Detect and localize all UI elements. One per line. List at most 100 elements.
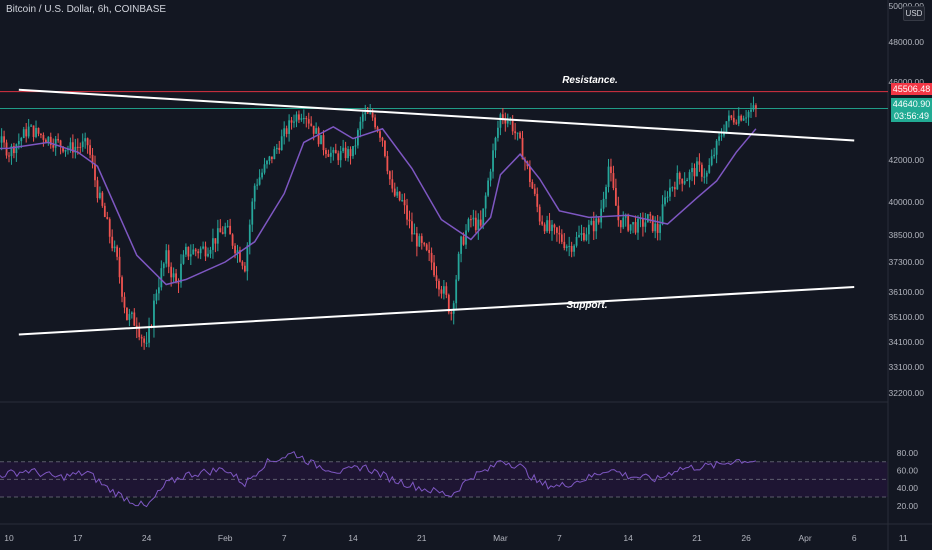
candle-58 xyxy=(81,133,84,152)
candle-261 xyxy=(580,224,583,242)
candle-211 xyxy=(457,251,460,282)
candle-body xyxy=(558,232,561,235)
candle-270 xyxy=(602,191,605,213)
candle-body xyxy=(49,136,52,146)
candle-30 xyxy=(13,142,15,159)
candle-63 xyxy=(94,155,96,188)
candle-body xyxy=(165,250,168,264)
candle-191 xyxy=(408,210,411,229)
candle-body xyxy=(634,222,637,233)
candle-body xyxy=(691,168,693,173)
candle-body xyxy=(17,141,20,145)
candle-body xyxy=(742,118,745,121)
candle-57 xyxy=(79,142,82,154)
candle-body xyxy=(452,303,455,314)
candle-body xyxy=(651,215,654,232)
candles-group xyxy=(0,96,757,350)
candle-199 xyxy=(428,241,431,262)
candle-253 xyxy=(560,229,563,245)
candle-304 xyxy=(686,177,689,182)
candle-body xyxy=(229,225,232,235)
candle-48 xyxy=(57,133,60,143)
candle-186 xyxy=(396,186,399,199)
candle-body xyxy=(89,145,91,155)
rsi-line xyxy=(0,451,757,508)
candle-138 xyxy=(278,140,281,154)
candle-body xyxy=(413,233,416,235)
currency-button[interactable]: USD xyxy=(903,6,925,21)
candle-328 xyxy=(745,109,747,124)
candle-body xyxy=(121,277,123,297)
candle-149 xyxy=(305,115,308,128)
candle-body xyxy=(627,215,630,231)
candle-39 xyxy=(35,120,37,139)
candle-body xyxy=(263,164,266,173)
price-tick-label: 38500.00 xyxy=(889,230,925,240)
candle-288 xyxy=(646,213,649,223)
last-price-value: 44640.90 xyxy=(892,99,931,109)
candle-184 xyxy=(391,170,394,193)
candle-76 xyxy=(126,307,128,321)
candle-body xyxy=(8,155,10,157)
candle-body xyxy=(273,149,276,160)
candle-body xyxy=(595,218,598,232)
candle-185 xyxy=(393,182,396,198)
candle-167 xyxy=(349,146,352,165)
candle-body xyxy=(148,326,150,343)
candle-body xyxy=(81,141,84,148)
candle-body xyxy=(212,238,214,250)
candle-310 xyxy=(700,162,703,182)
candle-142 xyxy=(288,114,290,142)
candle-body xyxy=(44,139,47,143)
candle-body xyxy=(91,154,94,164)
candle-body xyxy=(565,246,568,249)
time-tick-label: 17 xyxy=(73,533,83,543)
candle-body xyxy=(285,128,288,134)
candle-175 xyxy=(369,103,372,115)
candle-body xyxy=(47,136,50,143)
candle-268 xyxy=(597,216,600,225)
candle-body xyxy=(438,280,440,290)
candle-body xyxy=(312,125,315,134)
candle-323 xyxy=(732,110,735,125)
candle-body xyxy=(617,205,620,221)
candle-92 xyxy=(165,244,168,268)
candle-229 xyxy=(501,108,504,125)
candle-body xyxy=(730,115,733,118)
candle-body xyxy=(234,245,236,254)
candle-193 xyxy=(413,223,416,235)
candle-317 xyxy=(718,132,720,146)
candle-body xyxy=(224,226,227,234)
candle-body xyxy=(499,114,502,128)
candle-body xyxy=(624,215,627,218)
candle-body xyxy=(128,314,131,320)
candle-278 xyxy=(622,211,625,230)
candle-98 xyxy=(180,254,182,288)
candle-body xyxy=(371,112,374,118)
candle-45 xyxy=(49,132,52,149)
candle-body xyxy=(504,119,507,124)
candle-body xyxy=(76,146,79,148)
candle-body xyxy=(3,136,5,143)
candle-body xyxy=(57,138,60,141)
candle-body xyxy=(406,205,408,220)
candle-body xyxy=(678,172,681,179)
candle-308 xyxy=(696,157,698,177)
candle-133 xyxy=(266,159,268,169)
candle-body xyxy=(202,246,205,249)
candle-282 xyxy=(632,221,634,234)
candle-105 xyxy=(197,248,200,259)
candle-body xyxy=(197,251,200,254)
candle-body xyxy=(656,223,659,233)
candle-body xyxy=(111,236,114,249)
candle-body xyxy=(543,224,546,232)
candle-246 xyxy=(543,222,546,234)
time-tick-label: Feb xyxy=(218,533,233,543)
candle-209 xyxy=(452,300,455,325)
candle-122 xyxy=(239,246,241,263)
candle-body xyxy=(423,242,426,245)
candle-body xyxy=(145,342,148,344)
candle-70 xyxy=(111,229,114,252)
candle-body xyxy=(366,112,369,114)
candle-body xyxy=(705,172,708,177)
